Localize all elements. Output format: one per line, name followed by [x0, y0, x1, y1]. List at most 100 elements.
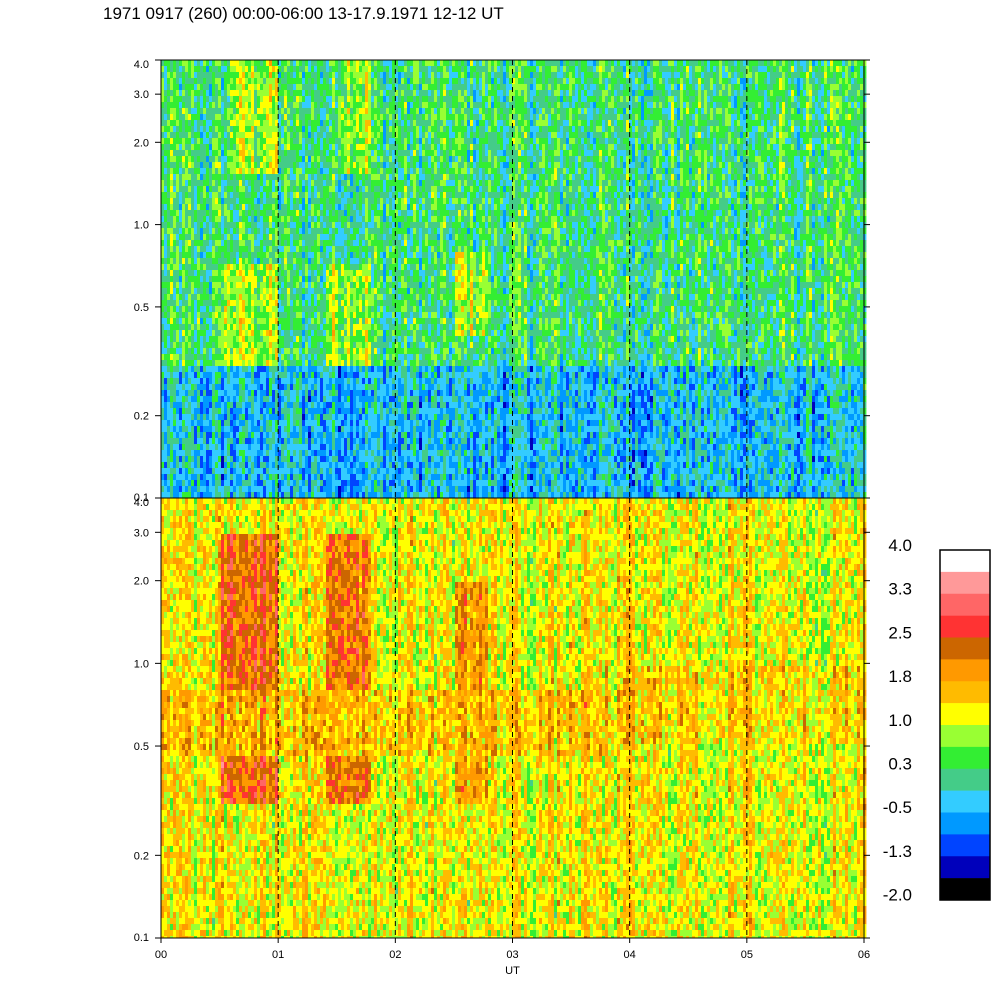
heatmap-cell: [614, 60, 618, 67]
heatmap-cell: [674, 60, 678, 67]
heatmap-cell: [776, 60, 780, 67]
heatmap-cell: [341, 60, 345, 67]
heatmap-cell: [788, 60, 792, 67]
heatmap-cell: [746, 60, 750, 67]
heatmap-cell: [527, 60, 531, 67]
heatmap-cell: [212, 60, 216, 67]
heatmap-cell: [443, 60, 447, 67]
heatmap-cell: [791, 60, 795, 67]
heatmap-cell: [638, 60, 642, 67]
heatmap-cell: [686, 60, 690, 67]
heatmap-cell: [695, 60, 699, 67]
heatmap-cell: [167, 60, 171, 67]
heatmap-cell: [824, 60, 828, 67]
heatmap-cell: [170, 60, 174, 67]
heatmap-cell: [725, 60, 729, 67]
heatmap-cell: [476, 60, 480, 67]
heatmap-cell: [494, 60, 498, 67]
heatmap-cell: [506, 60, 510, 67]
heatmap-cell: [278, 60, 282, 67]
heatmap-cell: [743, 60, 747, 67]
heatmap-cell: [200, 60, 204, 67]
heatmap-cell: [290, 60, 294, 67]
heatmap-cell: [716, 60, 720, 67]
heatmap-cell: [629, 60, 633, 67]
heatmap-cell: [650, 60, 654, 67]
heatmap-cell: [782, 60, 786, 67]
heatmap-cell: [500, 60, 504, 67]
heatmap-cell: [362, 60, 366, 67]
heatmap-cell: [596, 60, 600, 67]
heatmap-cell: [641, 60, 645, 67]
heatmap-cell: [275, 60, 279, 67]
heatmap-cell: [812, 60, 816, 67]
heatmap-cell: [359, 60, 363, 67]
heatmap-cell: [374, 60, 378, 67]
heatmap-cell: [740, 60, 744, 67]
heatmap-cell: [605, 60, 609, 67]
heatmap-cell: [440, 60, 444, 67]
heatmap-cell: [332, 60, 336, 67]
heatmap-cell: [404, 60, 408, 67]
heatmap-cell: [497, 60, 501, 67]
heatmap-cell: [188, 60, 192, 67]
heatmap-cell: [293, 60, 297, 67]
heatmap-cell: [677, 60, 681, 67]
heatmap-cell: [272, 60, 276, 67]
heatmap-cell: [416, 60, 420, 67]
heatmap-cell: [206, 60, 210, 67]
heatmap-cell: [236, 60, 240, 67]
heatmap-cell: [422, 60, 426, 67]
heatmap-cell: [392, 60, 396, 67]
heatmap-cell: [383, 60, 387, 67]
heatmap-cell: [722, 60, 726, 67]
heatmap-cell: [464, 60, 468, 67]
heatmap-cell: [773, 60, 777, 67]
heatmap-cell: [314, 60, 318, 67]
heatmap-cell: [785, 60, 789, 67]
heatmap-cell: [308, 60, 312, 67]
heatmap-cell: [644, 60, 648, 67]
heatmap-cell: [542, 60, 546, 67]
heatmap-cell: [299, 60, 303, 67]
heatmap-cell: [557, 60, 561, 67]
heatmap-cell: [287, 60, 291, 67]
heatmap-cell: [602, 60, 606, 67]
heatmap-cell: [221, 60, 225, 67]
heatmap-cell: [284, 60, 288, 67]
heatmap-cell: [233, 60, 237, 67]
heatmap-cell: [683, 60, 687, 67]
heatmap-cell: [398, 60, 402, 67]
heatmap-cell: [671, 60, 675, 67]
heatmap-cell: [584, 60, 588, 67]
heatmap-cell: [485, 60, 489, 67]
heatmap-cell: [734, 60, 738, 67]
heatmap-cell: [338, 60, 342, 67]
heatmap-cell: [431, 60, 435, 67]
panel-1-heatmap: [161, 60, 867, 499]
heatmap-cell: [704, 60, 708, 67]
heatmap-cell: [560, 60, 564, 67]
heatmap-cell: [329, 60, 333, 67]
heatmap-cell: [809, 60, 813, 67]
heatmap-cell: [215, 60, 219, 67]
heatmap-cell: [191, 60, 195, 67]
heatmap-cell: [536, 60, 540, 67]
heatmap-cell: [203, 60, 207, 67]
heatmap-cell: [623, 60, 627, 67]
heatmap-cell: [599, 60, 603, 67]
heatmap-cell: [755, 60, 759, 67]
heatmap-cell: [488, 60, 492, 67]
heatmap-cell: [449, 60, 453, 67]
heatmap-cell: [539, 60, 543, 67]
heatmap-cell: [254, 60, 258, 67]
heatmap-cell: [461, 60, 465, 67]
heatmap-cell: [458, 60, 462, 67]
heatmap-cell: [452, 60, 456, 67]
heatmap-cell: [413, 60, 417, 67]
heatmap-cell: [578, 60, 582, 67]
heatmap-cell: [728, 60, 732, 67]
heatmap-cell: [587, 60, 591, 67]
heatmap-cell: [521, 60, 525, 67]
